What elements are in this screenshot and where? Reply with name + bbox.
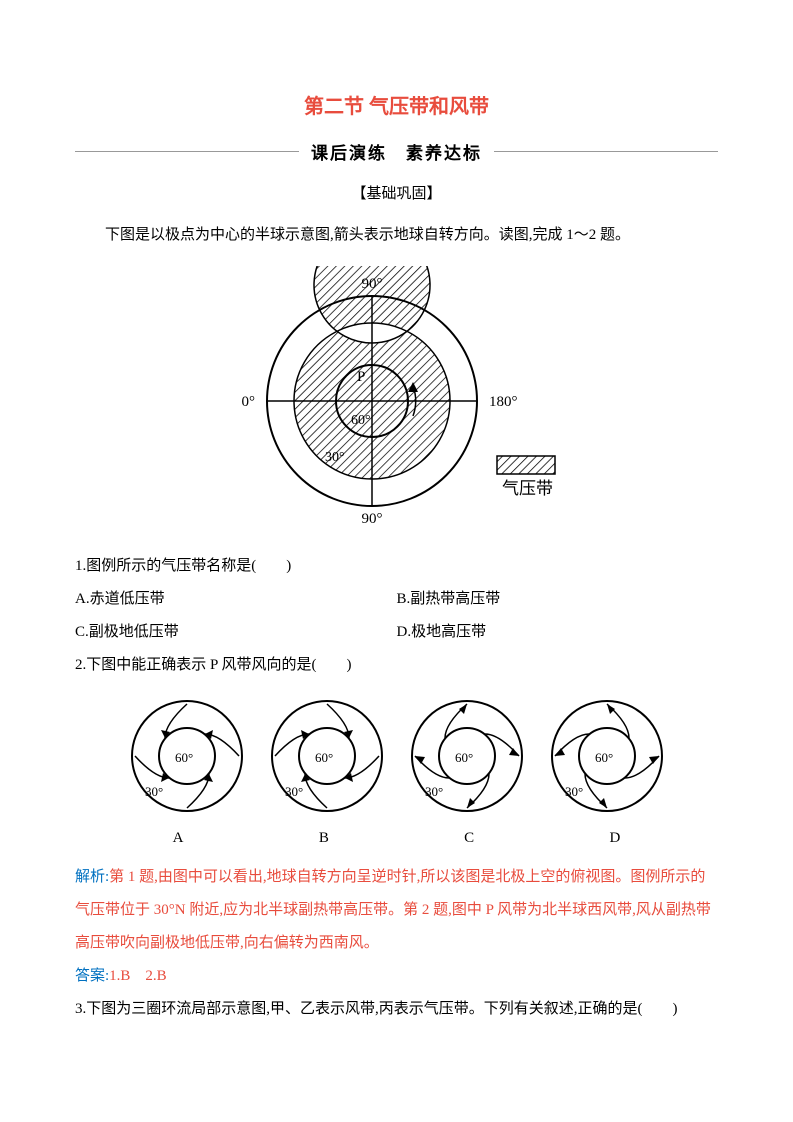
section-label: 课后演练 素养达标 xyxy=(299,139,494,164)
label-30: 30° xyxy=(325,450,345,465)
wind-options-svg: 60° 30° 60° 30° 60° 30° xyxy=(117,696,677,826)
svg-text:60°: 60° xyxy=(595,750,613,765)
divider-line-left xyxy=(75,151,299,152)
q2-stem: 2.下图中能正确表示 P 风带风向的是( ) xyxy=(75,649,718,682)
svg-text:60°: 60° xyxy=(455,750,473,765)
svg-text:30°: 30° xyxy=(285,784,303,799)
q1-option-a: A.赤道低压带 xyxy=(75,583,397,616)
option-b-circle: 60° 30° xyxy=(272,701,382,811)
label-right: 180° xyxy=(489,394,518,410)
q2-options-diagram: 60° 30° 60° 30° 60° 30° xyxy=(75,696,718,847)
svg-text:60°: 60° xyxy=(315,750,333,765)
legend-label: 气压带 xyxy=(502,479,553,498)
subsection-heading: 【基础巩固】 xyxy=(75,182,718,203)
answer-text: 1.B 2.B xyxy=(109,968,167,984)
label-60: 60° xyxy=(351,413,371,428)
option-d-circle: 60° 30° xyxy=(552,701,662,811)
answer-block: 答案:1.B 2.B xyxy=(75,960,718,993)
label-p: P xyxy=(357,369,365,385)
q1-option-d: D.极地高压带 xyxy=(397,616,719,649)
q1-stem: 1.图例所示的气压带名称是( ) xyxy=(75,550,718,583)
q2-option-labels: A B C D xyxy=(75,830,718,847)
section-label-left: 课后演练 xyxy=(311,144,387,163)
label-bottom: 90° xyxy=(361,511,382,527)
label-top: 90° xyxy=(361,276,382,292)
q2-label-b: B xyxy=(319,830,329,847)
svg-text:30°: 30° xyxy=(425,784,443,799)
q1-option-b: B.副热带高压带 xyxy=(397,583,719,616)
answer-label: 答案: xyxy=(75,968,109,984)
option-c-circle: 60° 30° xyxy=(412,701,522,811)
q1-option-c: C.副极地低压带 xyxy=(75,616,397,649)
section-divider: 课后演练 素养达标 xyxy=(75,139,718,164)
divider-line-right xyxy=(494,151,718,152)
section-label-right: 素养达标 xyxy=(406,144,482,163)
polar-hemisphere-svg: 90° 90° 0° 180° P 60° 30° 气压带 xyxy=(217,266,577,536)
analysis-label: 解析: xyxy=(75,869,109,885)
q1-options-row2: C.副极地低压带 D.极地高压带 xyxy=(75,616,718,649)
svg-text:60°: 60° xyxy=(175,750,193,765)
page-title: 第二节 气压带和风带 xyxy=(75,90,718,119)
q3-stem: 3.下图为三圈环流局部示意图,甲、乙表示风带,丙表示气压带。下列有关叙述,正确的… xyxy=(75,993,718,1026)
q2-label-a: A xyxy=(173,830,184,847)
intro-paragraph: 下图是以极点为中心的半球示意图,箭头表示地球自转方向。读图,完成 1～2 题。 xyxy=(75,219,718,252)
q2-label-c: C xyxy=(464,830,474,847)
analysis-block: 解析:第 1 题,由图中可以看出,地球自转方向呈逆时针,所以该图是北极上空的俯视… xyxy=(75,861,718,960)
main-diagram: 90° 90° 0° 180° P 60° 30° 气压带 xyxy=(75,266,718,536)
option-a-circle: 60° 30° xyxy=(132,701,242,811)
analysis-text: 第 1 题,由图中可以看出,地球自转方向呈逆时针,所以该图是北极上空的俯视图。图… xyxy=(75,869,711,951)
svg-text:30°: 30° xyxy=(145,784,163,799)
label-left: 0° xyxy=(241,394,255,410)
q2-label-d: D xyxy=(609,830,620,847)
svg-text:30°: 30° xyxy=(565,784,583,799)
q1-options-row1: A.赤道低压带 B.副热带高压带 xyxy=(75,583,718,616)
